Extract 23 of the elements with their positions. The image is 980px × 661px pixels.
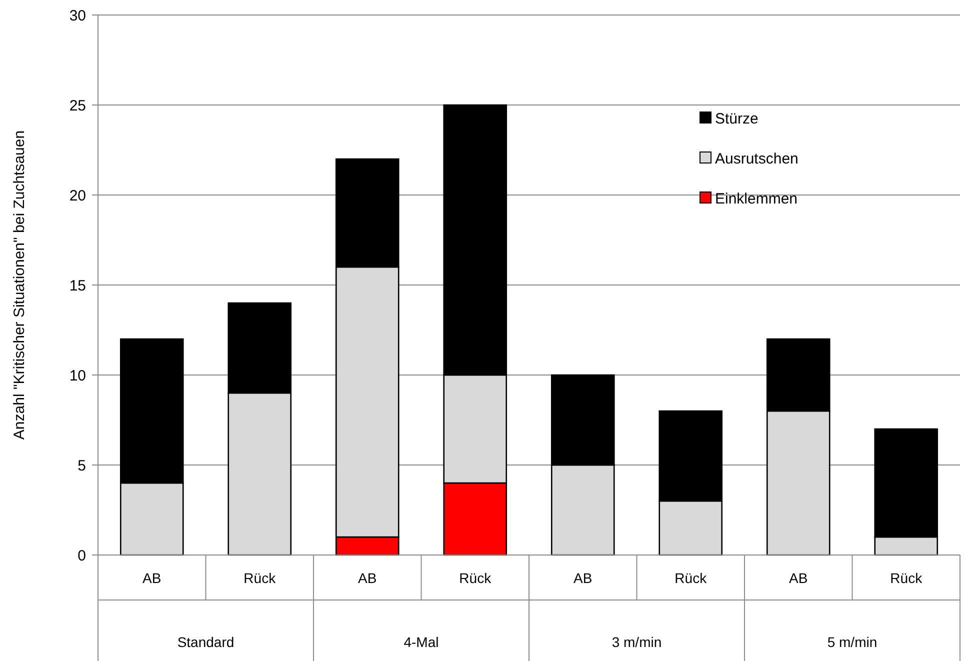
text: 5 m/min [827,634,878,650]
text: Standard [177,634,234,650]
y-tick-label: 0 [78,547,86,564]
x-tick-label: AB [142,570,162,586]
y-axis-title: Anzahl "Kritischer Situationen" bei Zuchtsauen [11,130,28,440]
x-tick-label: Rück [459,570,492,586]
y-tick-label: 30 [69,7,86,24]
x-tick-label: AB [574,570,592,586]
y-tick-label: 10 [69,367,86,384]
y-tick-label: 5 [78,457,86,474]
x-tick-label: AB [789,570,808,586]
x-tick-label: Rück [890,570,924,586]
legend-label: Ausrutschen [715,150,798,168]
y-tick-label: 25 [69,97,86,114]
legend-label: Einklemmen [715,190,798,208]
legend-label: Stürze [715,110,758,128]
text: 3 m/min [612,634,662,650]
y-tick-label: 20 [69,187,86,204]
x-tick-label: Rück [674,570,708,586]
y-tick-label: 15 [69,277,86,294]
x-tick-label: Rück [244,570,277,586]
x-tick-label: AB [358,570,377,586]
text: 4-Mal [404,634,439,650]
